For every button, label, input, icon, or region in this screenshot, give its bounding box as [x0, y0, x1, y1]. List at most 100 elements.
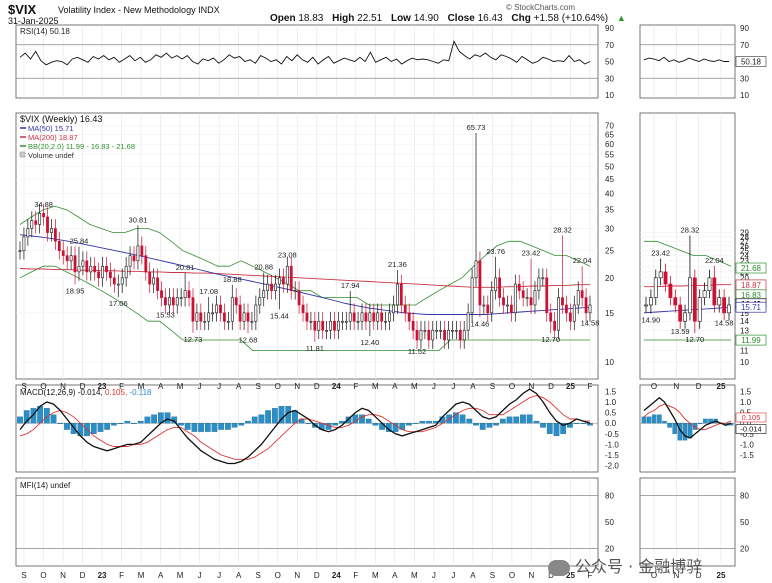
macd-legend-part: 0.105, [105, 388, 129, 397]
price-y-tick: 55 [605, 151, 614, 160]
candle-body [179, 297, 183, 299]
candle-body [81, 260, 85, 267]
candle-body [309, 320, 313, 323]
rsi-legend: RSI(14) 50.18 [20, 27, 70, 36]
price-annotation: 23.76 [486, 247, 505, 256]
rsi-panel-frame [15, 24, 599, 99]
candle-body [38, 212, 42, 225]
zoom-candle-body [658, 271, 663, 279]
zoom-x-tick-label-bottom: O [651, 571, 657, 580]
macd-histogram-bar [506, 416, 513, 424]
zoom-candle-body [644, 304, 648, 307]
macd-value: -0.014 [740, 424, 761, 433]
candle-body [313, 320, 317, 331]
candle-body [443, 329, 446, 341]
price-legend-entry: MA(200) 18.87 [28, 133, 78, 142]
ohlc-summary: Open 18.83 High 22.51 Low 14.90 Close 16… [270, 13, 626, 24]
x-tick-label-bottom: F [588, 571, 593, 580]
macd-histogram-bar [30, 408, 37, 424]
candle-body [156, 277, 159, 291]
candle-body [50, 228, 53, 233]
candle-body [427, 329, 431, 341]
x-tick-label-bottom: A [392, 571, 398, 580]
x-tick-label: 24 [332, 382, 341, 391]
candle-body [26, 228, 30, 238]
candle-body [372, 312, 376, 322]
candle-body [415, 329, 419, 341]
candle-body [490, 290, 494, 314]
zoom-macd-line [643, 396, 732, 439]
candle-body [498, 277, 501, 298]
zoom-price-annotation: 23.42 [651, 249, 670, 258]
rsi-last-value: 50.18 [741, 58, 762, 67]
close-label: Close [447, 13, 475, 24]
price-annotation: 12.73 [184, 335, 203, 344]
x-tick-label: J [198, 382, 202, 391]
price-annotation: 23.42 [522, 249, 541, 258]
macd-histogram-bar [520, 414, 526, 424]
zoom-macd-histogram-bar [662, 420, 667, 424]
price-legend-entry: Volume undef [28, 151, 75, 160]
macd-histogram-bar [178, 423, 184, 426]
x-tick-label-bottom: S [490, 571, 495, 580]
zoom-macd-histogram-bar [672, 423, 677, 434]
macd-histogram-bar [104, 423, 111, 430]
right-value-label: 18.87 [741, 281, 762, 290]
candle-body [333, 320, 336, 331]
price-y-tick: 30 [605, 224, 614, 233]
zoom-ma200-line [644, 284, 731, 288]
zoom-macd-histogram-bar [682, 423, 688, 441]
candle-body [301, 304, 305, 314]
candle-body [419, 329, 423, 341]
zoom-candle-body [648, 297, 653, 306]
x-tick-label: M [372, 382, 379, 391]
candle-body [144, 255, 148, 273]
zoom-rsi-y-tick: 90 [740, 24, 749, 33]
candle-body [348, 312, 352, 322]
candle-body [521, 290, 525, 298]
zoom-candle-body [697, 297, 702, 322]
zoom-candle-body [707, 277, 712, 291]
candle-body [61, 250, 65, 256]
mfi-legend: MFI(14) undef [20, 481, 71, 490]
x-tick-label: F [353, 382, 358, 391]
x-tick-label-bottom: S [21, 571, 26, 580]
candle-body [462, 329, 466, 341]
x-tick-label-bottom: N [529, 571, 535, 580]
zoom-macd-y-tick: -1.5 [740, 451, 754, 460]
candle-body [109, 271, 112, 279]
candle-body [278, 277, 281, 285]
zoom-mfi-y-tick: 80 [740, 492, 749, 501]
candle-body [470, 277, 474, 314]
candle-body [164, 297, 167, 306]
x-tick-label-bottom: A [158, 571, 164, 580]
zoom-macd-histogram-bar [641, 416, 647, 424]
candle-body [42, 212, 45, 218]
macd-y-tick: 1.0 [605, 398, 617, 407]
zoom-price-annotation: 14.58 [715, 318, 734, 327]
macd-histogram-bar [218, 423, 225, 430]
price-y-tick: 70 [605, 121, 614, 130]
candle-body [97, 271, 101, 279]
price-annotation: 18.88 [223, 275, 242, 284]
candle-body [553, 320, 557, 331]
candle-body [454, 329, 458, 332]
candle-body [407, 312, 411, 322]
right-value-label: 21.68 [741, 264, 762, 273]
mfi-panel-frame [15, 477, 599, 567]
candle-body [18, 250, 22, 252]
candle-body [171, 297, 175, 306]
macd-panel-frame [15, 384, 599, 473]
macd-legend: MACD(12,26,9) -0.014, 0.105, -0.118 [20, 388, 152, 397]
price-annotation: 23.08 [278, 250, 297, 259]
candle-body [545, 277, 549, 314]
macd-line [19, 388, 591, 465]
low-value: 14.90 [413, 13, 439, 24]
zoom-macd-y-tick: -1.0 [740, 440, 754, 449]
macd-histogram-bar [258, 414, 265, 424]
price-annotation: 20.81 [176, 263, 195, 272]
candle-body [458, 329, 462, 341]
x-tick-label-bottom: J [432, 571, 436, 580]
macd-histogram-bar [305, 423, 312, 424]
candle-body [305, 312, 309, 322]
